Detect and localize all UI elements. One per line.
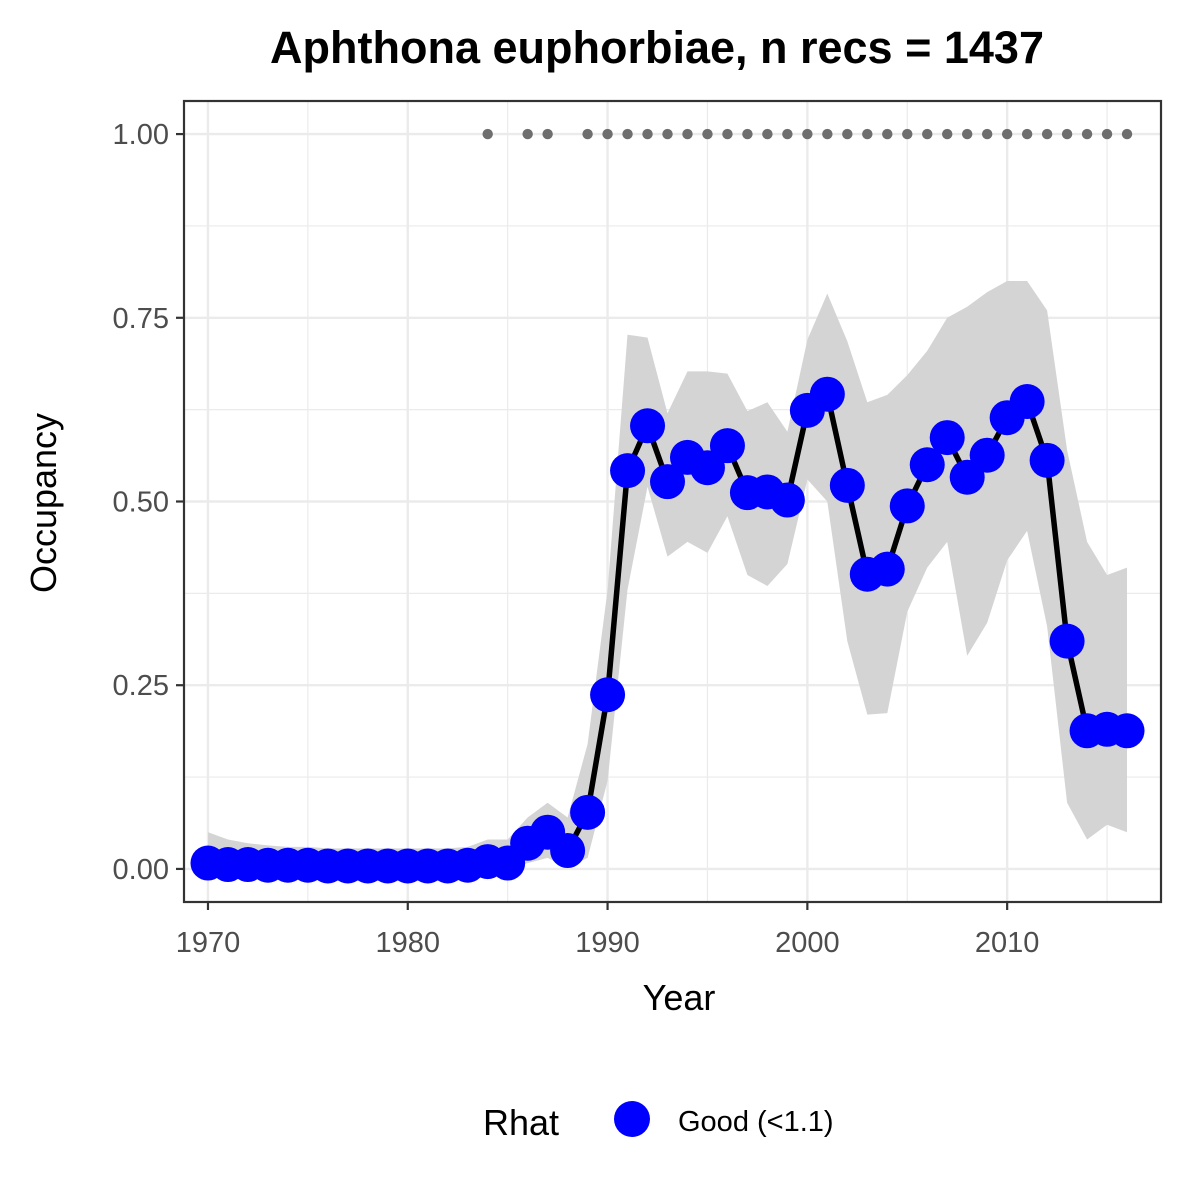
record-year-dot [942, 128, 953, 140]
record-year-dot [882, 128, 893, 140]
record-year-dot [622, 128, 633, 140]
occupancy-point [650, 464, 686, 500]
y-tick-label: 1.00 [113, 119, 169, 151]
record-year-dot [1001, 128, 1013, 140]
gridlines [184, 101, 1161, 902]
record-year-dot [1101, 128, 1113, 140]
legend-title: Rhat [483, 1102, 559, 1143]
record-year-dot [1021, 128, 1033, 140]
record-year-dot [961, 128, 973, 140]
occupancy-point [929, 420, 965, 456]
occupancy-point [1009, 384, 1045, 420]
record-year-dot [702, 128, 713, 140]
occupancy-point [869, 551, 905, 587]
y-tick-label: 0.25 [113, 670, 169, 702]
record-year-dot [981, 128, 993, 140]
y-axis-title: Occupancy [23, 413, 64, 593]
occupancy-point [1049, 623, 1085, 659]
x-tick-label: 1970 [176, 927, 241, 959]
record-year-dot [922, 128, 933, 140]
occupancy-point [590, 677, 626, 713]
occupancy-point [829, 467, 865, 503]
record-year-dots [482, 128, 1133, 140]
record-year-dot [802, 128, 813, 140]
occupancy-point [909, 447, 945, 483]
legend-key-good [614, 1101, 650, 1137]
x-tick-label: 1990 [575, 927, 640, 959]
occupancy-point [969, 437, 1005, 473]
record-year-dot [522, 128, 533, 140]
occupancy-point [889, 488, 925, 524]
record-year-dot [862, 128, 873, 140]
occupancy-point [550, 833, 586, 869]
y-tick-label: 0.00 [113, 854, 169, 886]
record-year-dot [542, 128, 553, 140]
record-year-dot [782, 128, 793, 140]
record-year-dot [842, 128, 853, 140]
x-tick-label: 2000 [775, 927, 840, 959]
credible-interval-area [208, 281, 1127, 869]
y-tick-label: 0.75 [113, 303, 169, 335]
occupancy-point [630, 408, 666, 444]
record-year-dot [1041, 128, 1053, 140]
record-year-dot [582, 128, 593, 140]
x-axis-title: Year [643, 977, 716, 1018]
x-tick-label: 1980 [376, 927, 441, 959]
occupancy-points [190, 376, 1145, 884]
record-year-dot [722, 128, 733, 140]
y-axis: 0.00 0.25 0.50 0.75 1.00 [113, 119, 184, 886]
y-tick-label: 0.50 [113, 487, 169, 519]
x-tick-label: 2010 [975, 927, 1040, 959]
occupancy-point [769, 482, 805, 518]
record-year-dot [742, 128, 753, 140]
record-year-dot [662, 128, 673, 140]
record-year-dot [1061, 128, 1073, 140]
record-year-dot [482, 128, 493, 140]
record-year-dot [822, 128, 833, 140]
record-year-dot [682, 128, 693, 140]
occupancy-point [610, 453, 646, 489]
occupancy-point [570, 794, 606, 830]
occupancy-point [1029, 442, 1065, 478]
record-year-dot [1121, 128, 1133, 140]
occupancy-point [809, 376, 845, 412]
credible-interval-ribbon [208, 281, 1127, 869]
chart-title: Aphthona euphorbiae, n recs = 1437 [270, 22, 1044, 73]
occupancy-point [1109, 713, 1145, 749]
x-axis: 1970 1980 1990 2000 2010 [176, 902, 1040, 959]
record-year-dot [902, 128, 913, 140]
legend: Rhat Good (<1.1) [483, 1101, 834, 1143]
legend-label-good: Good (<1.1) [678, 1106, 834, 1138]
record-year-dot [642, 128, 653, 140]
record-year-dot [602, 128, 613, 140]
record-year-dot [1081, 128, 1093, 140]
record-year-dot [762, 128, 773, 140]
occupancy-point [709, 428, 745, 464]
